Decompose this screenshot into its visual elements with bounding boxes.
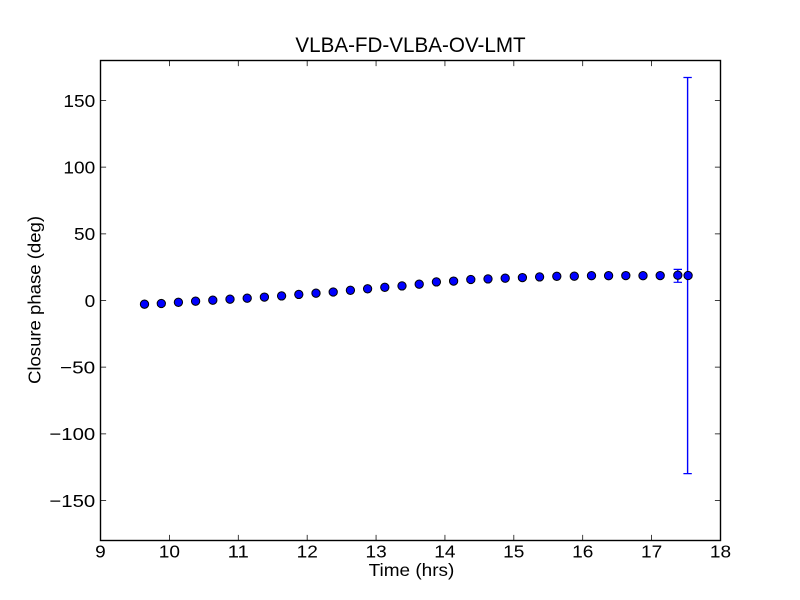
svg-text:Time (hrs): Time (hrs)	[369, 560, 455, 580]
svg-text:0: 0	[85, 291, 96, 311]
svg-text:13: 13	[365, 542, 386, 562]
svg-text:10: 10	[159, 542, 180, 562]
svg-text:100: 100	[63, 158, 95, 178]
svg-text:18: 18	[710, 542, 731, 562]
svg-text:Closure phase (deg): Closure phase (deg)	[24, 216, 44, 384]
svg-text:14: 14	[434, 542, 455, 562]
svg-text:−100: −100	[49, 424, 95, 444]
svg-text:150: 150	[63, 91, 95, 111]
svg-text:12: 12	[297, 542, 318, 562]
svg-text:−150: −150	[49, 491, 95, 511]
svg-text:−50: −50	[60, 358, 95, 378]
svg-text:17: 17	[641, 542, 662, 562]
svg-text:11: 11	[228, 542, 249, 562]
svg-text:15: 15	[503, 542, 524, 562]
svg-text:16: 16	[572, 542, 593, 562]
svg-text:9: 9	[95, 542, 106, 562]
svg-text:VLBA-FD-VLBA-OV-LMT: VLBA-FD-VLBA-OV-LMT	[295, 34, 525, 57]
svg-text:50: 50	[74, 224, 95, 244]
